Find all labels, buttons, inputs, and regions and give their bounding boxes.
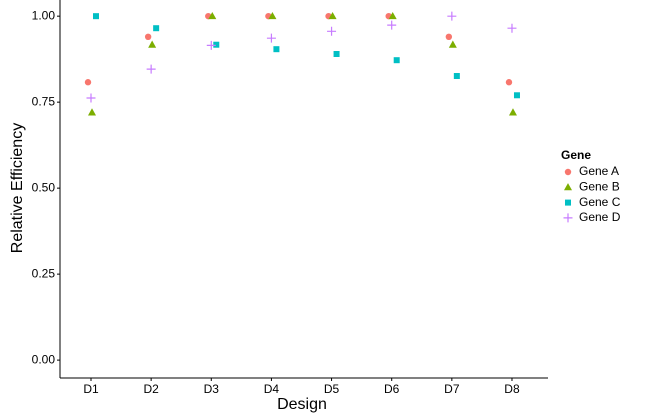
- point: [208, 11, 217, 20]
- point: [393, 57, 400, 64]
- y-tick-label: 0.75: [32, 94, 56, 108]
- legend-marker: [564, 183, 572, 191]
- x-axis-title: Design: [277, 396, 327, 413]
- y-tick-label: 1.00: [32, 8, 56, 22]
- point: [445, 33, 453, 41]
- x-tick-label: D7: [444, 382, 460, 396]
- legend-label: Gene C: [579, 195, 621, 209]
- point: [144, 33, 152, 41]
- point: [513, 92, 520, 99]
- point: [153, 25, 160, 32]
- x-tick-label: D2: [143, 382, 159, 396]
- point: [507, 23, 517, 33]
- x-tick-label: D6: [384, 382, 400, 396]
- y-tick-label: 0.50: [32, 180, 56, 194]
- point: [447, 11, 457, 21]
- point: [86, 93, 96, 103]
- point: [206, 40, 216, 50]
- x-tick-label: D5: [324, 382, 340, 396]
- point: [88, 108, 96, 116]
- x-tick-label: D8: [504, 382, 520, 396]
- point: [327, 26, 337, 36]
- point: [388, 11, 397, 20]
- x-tick-label: D1: [83, 382, 99, 396]
- point: [266, 33, 276, 43]
- point: [268, 11, 277, 20]
- point: [508, 108, 517, 116]
- legend-title: Gene: [561, 148, 591, 162]
- point: [448, 40, 457, 48]
- legend-label: Gene D: [579, 210, 621, 224]
- legend-marker: [564, 168, 572, 176]
- legend-marker: [565, 199, 571, 206]
- legend-label: Gene B: [579, 179, 620, 193]
- point: [93, 13, 99, 20]
- point: [333, 51, 340, 57]
- x-tick-label: D3: [204, 382, 220, 396]
- point: [148, 40, 157, 48]
- x-tick-label: D4: [264, 382, 280, 396]
- point: [146, 64, 156, 74]
- point: [453, 73, 460, 80]
- y-tick-label: 0.25: [32, 266, 56, 280]
- y-axis-title: Relative Efficiency: [9, 123, 26, 253]
- legend-label: Gene A: [579, 164, 619, 178]
- y-tick-label: 0.00: [32, 352, 56, 366]
- point: [213, 41, 220, 48]
- point: [273, 46, 280, 53]
- point: [387, 20, 397, 30]
- point: [505, 79, 513, 86]
- legend-marker: [563, 213, 573, 223]
- point: [84, 79, 92, 86]
- point: [328, 11, 337, 20]
